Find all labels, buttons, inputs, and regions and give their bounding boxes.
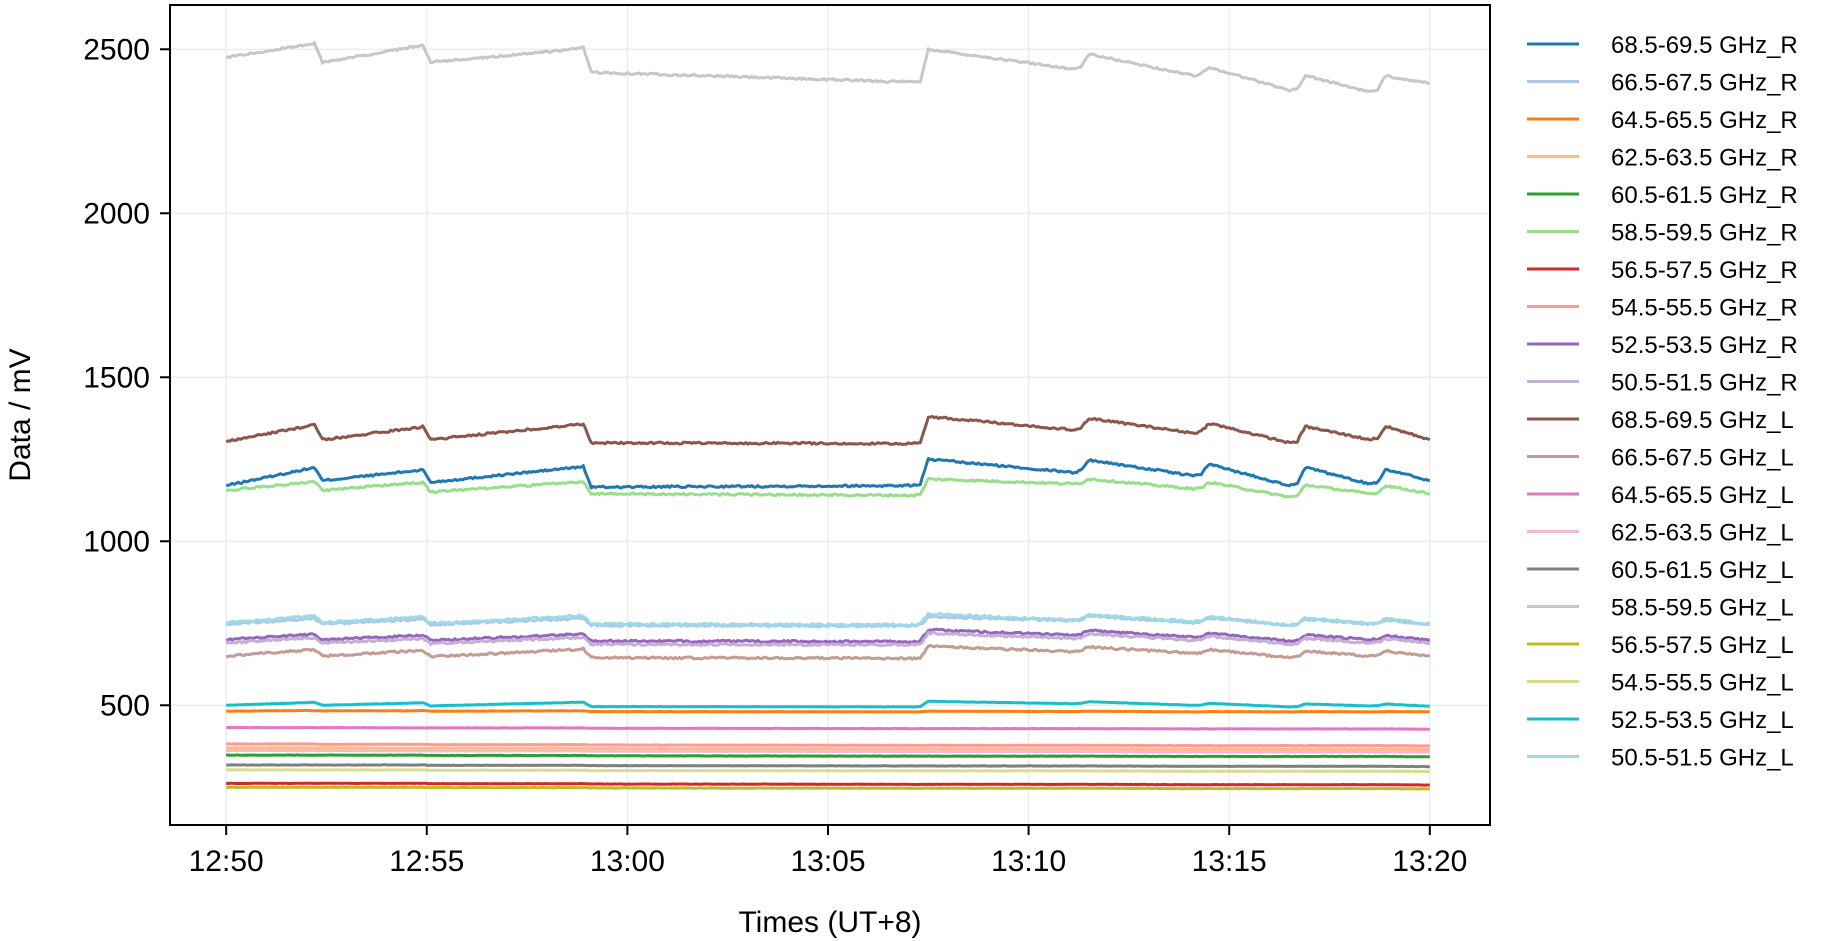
plot-background: [170, 5, 1490, 825]
legend-entry: 60.5-61.5 GHz_R: [1527, 182, 1798, 209]
series-line: [226, 708, 1430, 714]
y-tick-label: 2500: [83, 33, 150, 66]
series-lines: [225, 41, 1431, 791]
series-line: [226, 725, 1430, 731]
legend-label: 54.5-55.5 GHz_L: [1611, 670, 1794, 697]
x-tick-label: 13:10: [991, 845, 1066, 878]
series-line: [226, 742, 1430, 748]
y-tick-label: 1000: [83, 525, 150, 558]
legend-label: 60.5-61.5 GHz_L: [1611, 557, 1794, 584]
series-line: [226, 763, 1430, 769]
legend-entry: 66.5-67.5 GHz_R: [1527, 70, 1798, 97]
legend-entry: 64.5-65.5 GHz_R: [1527, 107, 1798, 134]
legend-label: 66.5-67.5 GHz_R: [1611, 70, 1798, 97]
series-line: [226, 643, 1431, 661]
legend-entry: 56.5-57.5 GHz_L: [1527, 632, 1794, 659]
series-line: [226, 699, 1430, 709]
legend-label: 50.5-51.5 GHz_R: [1611, 370, 1798, 397]
legend-entry: 50.5-51.5 GHz_L: [1527, 745, 1794, 772]
legend-label: 54.5-55.5 GHz_R: [1611, 295, 1798, 322]
series-line: [225, 627, 1431, 645]
series-line: [226, 768, 1430, 774]
legend-label: 66.5-67.5 GHz_L: [1611, 445, 1794, 472]
y-tick-label: 2000: [83, 197, 150, 230]
legend-label: 50.5-51.5 GHz_L: [1611, 745, 1794, 772]
x-tick-label: 13:05: [790, 845, 865, 878]
legend-label: 62.5-63.5 GHz_R: [1611, 145, 1798, 172]
legend-entry: 66.5-67.5 GHz_L: [1527, 445, 1794, 472]
series-line: [226, 748, 1430, 754]
legend-label: 60.5-61.5 GHz_R: [1611, 182, 1798, 209]
y-axis-title: Data / mV: [4, 348, 37, 481]
series-line: [226, 746, 1430, 752]
legend-entry: 60.5-61.5 GHz_L: [1527, 557, 1794, 584]
legend-entry: 52.5-53.5 GHz_L: [1527, 707, 1794, 734]
legend-entry: 68.5-69.5 GHz_L: [1527, 407, 1794, 434]
legend-label: 64.5-65.5 GHz_R: [1611, 107, 1798, 134]
legend-label: 68.5-69.5 GHz_R: [1611, 32, 1798, 59]
x-axis-title: Times (UT+8): [738, 906, 921, 939]
legend-entry: 56.5-57.5 GHz_R: [1527, 257, 1798, 284]
legend-entry: 62.5-63.5 GHz_L: [1527, 520, 1794, 547]
legend: 68.5-69.5 GHz_R 66.5-67.5 GHz_R 64.5-65.5 …: [1527, 32, 1798, 772]
x-tick-label: 13:20: [1392, 845, 1467, 878]
x-tick-label: 12:50: [189, 845, 264, 878]
legend-label: 64.5-65.5 GHz_L: [1611, 482, 1794, 509]
y-axis-ticks: 500 1000 1500 2000 2500: [83, 33, 170, 722]
legend-label: 58.5-59.5 GHz_L: [1611, 595, 1794, 622]
x-tick-label: 13:00: [590, 845, 665, 878]
legend-entry: 54.5-55.5 GHz_L: [1527, 670, 1794, 697]
legend-label: 56.5-57.5 GHz_L: [1611, 632, 1794, 659]
series-line: [225, 630, 1431, 648]
legend-entry: 62.5-63.5 GHz_R: [1527, 145, 1798, 172]
legend-entry: 68.5-69.5 GHz_R: [1527, 32, 1798, 59]
legend-entry: 64.5-65.5 GHz_L: [1527, 482, 1794, 509]
legend-label: 68.5-69.5 GHz_L: [1611, 407, 1794, 434]
legend-label: 52.5-53.5 GHz_R: [1611, 332, 1798, 359]
series-line: [226, 753, 1430, 759]
series-line: [226, 457, 1431, 490]
series-line: [225, 414, 1431, 446]
series-line: [225, 476, 1430, 499]
legend-entry: 58.5-59.5 GHz_L: [1527, 595, 1794, 622]
x-tick-label: 12:55: [389, 845, 464, 878]
legend-label: 62.5-63.5 GHz_L: [1611, 520, 1794, 547]
legend-label: 56.5-57.5 GHz_R: [1611, 257, 1798, 284]
legend-entry: 52.5-53.5 GHz_R: [1527, 332, 1798, 359]
plot-frame: [169, 4, 1491, 826]
legend-entry: 58.5-59.5 GHz_R: [1527, 220, 1798, 247]
legend-label: 58.5-59.5 GHz_R: [1611, 220, 1798, 247]
x-axis-ticks: 12:50 12:55 13:00 13:05 13:10 13:15 13:20: [189, 825, 1467, 878]
series-line: [225, 41, 1431, 93]
series-line: [226, 785, 1430, 791]
series-line: [225, 611, 1431, 628]
legend-label: 52.5-53.5 GHz_L: [1611, 707, 1794, 734]
series-line: [225, 781, 1430, 787]
legend-entry: 54.5-55.5 GHz_R: [1527, 295, 1798, 322]
y-tick-label: 1500: [83, 361, 150, 394]
x-tick-label: 13:15: [1192, 845, 1267, 878]
legend-entry: 50.5-51.5 GHz_R: [1527, 370, 1798, 397]
y-tick-label: 500: [100, 689, 150, 722]
